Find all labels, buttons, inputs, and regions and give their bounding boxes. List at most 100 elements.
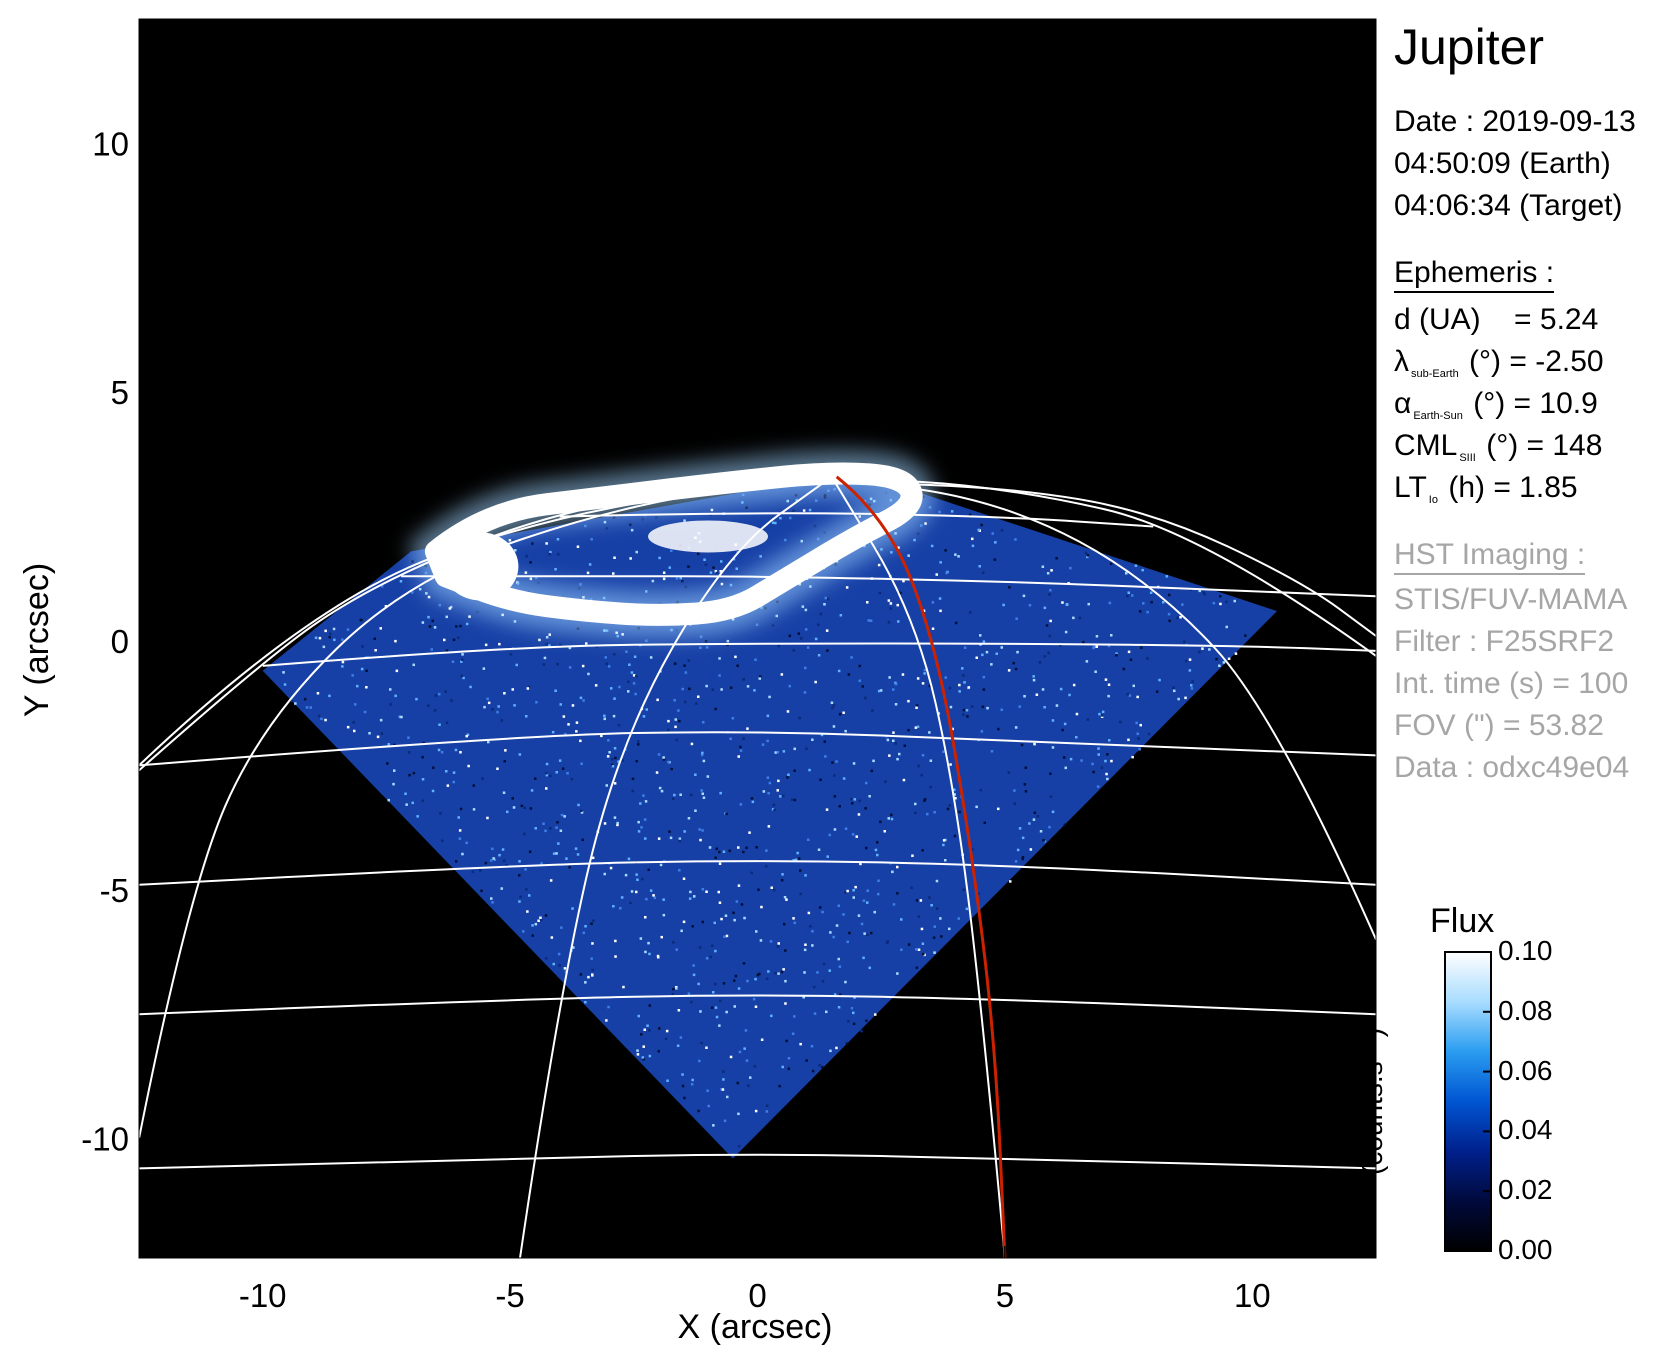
colorbar-title: Flux [1430, 902, 1495, 940]
noise-speckle [1140, 646, 1143, 649]
noise-speckle [1050, 569, 1053, 572]
noise-speckle [515, 663, 518, 667]
latitude-line [139, 994, 1376, 1016]
noise-speckle [1106, 753, 1109, 756]
noise-speckle [923, 953, 926, 957]
noise-speckle [1035, 693, 1039, 696]
noise-speckle [604, 656, 607, 659]
noise-speckle [662, 571, 666, 574]
noise-speckle [953, 788, 956, 791]
colorbar-tick-label: 0.00 [1498, 1234, 1553, 1265]
noise-speckle [892, 903, 896, 906]
noise-speckle [860, 922, 864, 926]
noise-speckle [452, 638, 456, 642]
noise-speckle [838, 805, 841, 808]
noise-speckle [877, 892, 880, 896]
noise-speckle [907, 728, 910, 732]
noise-speckle [739, 745, 742, 749]
noise-speckle [356, 684, 359, 688]
noise-speckle [866, 601, 869, 604]
noise-speckle [1115, 652, 1118, 655]
noise-speckle [642, 794, 645, 797]
longitude-line [139, 475, 832, 1139]
noise-speckle [787, 773, 790, 776]
noise-speckle [717, 890, 720, 894]
noise-speckle [376, 735, 380, 739]
noise-speckle [322, 645, 326, 649]
noise-speckle [768, 781, 772, 785]
noise-speckle [971, 544, 975, 548]
noise-speckle [939, 609, 942, 613]
noise-speckle [518, 860, 521, 863]
noise-speckle [518, 900, 521, 903]
noise-speckle [938, 510, 941, 514]
noise-speckle [600, 734, 603, 738]
noise-speckle [923, 672, 926, 675]
noise-speckle [714, 856, 717, 859]
noise-speckle [1115, 654, 1118, 657]
noise-speckle [688, 687, 691, 691]
noise-speckle [490, 859, 493, 862]
noise-speckle [1086, 554, 1089, 557]
noise-speckle [640, 1033, 643, 1036]
imaging-filter: Filter : F25SRF2 [1394, 625, 1615, 658]
noise-speckle [833, 828, 837, 831]
noise-speckle [759, 939, 763, 942]
noise-speckle [831, 706, 834, 710]
noise-speckle [457, 636, 460, 639]
noise-speckle [699, 1010, 702, 1013]
noise-speckle [979, 788, 982, 792]
noise-speckle [890, 817, 894, 821]
noise-speckle [1047, 651, 1050, 655]
noise-speckle [1055, 557, 1058, 560]
noise-speckle [958, 810, 961, 814]
noise-speckle [1135, 721, 1138, 725]
noise-speckle [793, 798, 797, 802]
noise-speckle [720, 560, 723, 563]
noise-speckle [627, 690, 630, 693]
noise-speckle [793, 769, 796, 772]
noise-speckle [318, 636, 322, 640]
noise-speckle [588, 563, 592, 566]
longitude-line [831, 475, 1376, 657]
noise-speckle [894, 682, 898, 686]
noise-speckle [585, 642, 588, 645]
noise-speckle [863, 932, 866, 935]
noise-speckle [451, 660, 455, 663]
noise-speckle [636, 1053, 640, 1056]
noise-speckle [817, 848, 821, 851]
noise-speckle [824, 755, 827, 758]
noise-speckle [550, 936, 554, 939]
noise-speckle [505, 863, 508, 867]
noise-speckle [556, 538, 560, 541]
noise-speckle [1036, 815, 1040, 818]
noise-speckle [645, 708, 648, 711]
noise-speckle [844, 891, 847, 894]
noise-speckle [873, 499, 876, 503]
noise-speckle [782, 968, 785, 971]
noise-speckle [1039, 830, 1043, 833]
noise-speckle [324, 629, 327, 633]
noise-speckle [545, 636, 549, 639]
noise-speckle [341, 660, 345, 664]
noise-speckle [1098, 712, 1101, 716]
noise-speckle [1002, 603, 1005, 607]
noise-speckle [775, 614, 778, 618]
noise-speckle [534, 827, 537, 830]
noise-speckle [1000, 708, 1003, 711]
noise-speckle [386, 762, 389, 765]
noise-speckle [1173, 689, 1176, 693]
noise-speckle [866, 889, 869, 892]
noise-speckle [753, 689, 756, 692]
noise-speckle [933, 925, 936, 928]
y-tick-label: 5 [111, 374, 129, 411]
noise-speckle [805, 1059, 808, 1062]
noise-speckle [800, 637, 803, 640]
noise-speckle [294, 702, 297, 705]
noise-speckle [891, 870, 894, 874]
noise-speckle [825, 1010, 828, 1014]
noise-speckle [712, 566, 715, 569]
noise-speckle [767, 970, 770, 973]
noise-speckle [705, 957, 709, 960]
noise-speckle [711, 688, 714, 691]
